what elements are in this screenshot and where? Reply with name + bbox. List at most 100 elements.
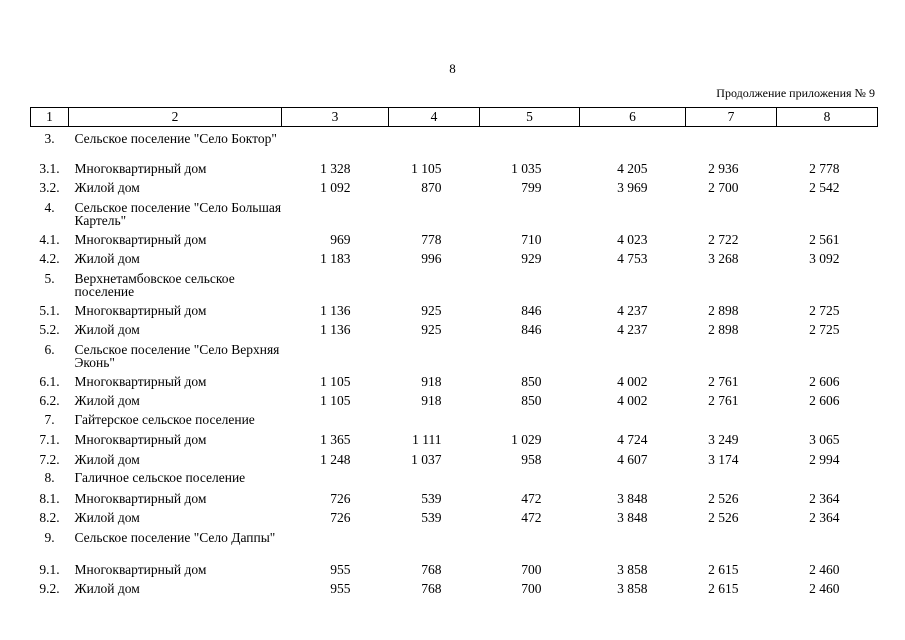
empty-cell <box>777 269 878 301</box>
row-number: 4.2. <box>39 251 60 266</box>
empty-cell <box>389 528 480 560</box>
row-number: 6. <box>44 341 55 357</box>
value-cell: 2 526 <box>708 510 739 525</box>
value-cell: 1 136 <box>320 302 351 318</box>
value-cell: 3 858 <box>617 581 648 596</box>
empty-cell <box>686 198 777 230</box>
table-row: 6.1. Многоквартирный дом 1 105 918 850 4 002 2… <box>31 372 878 392</box>
column-header: 4 <box>388 107 480 127</box>
empty-cell <box>580 198 686 230</box>
column-header: 3 <box>281 107 389 127</box>
housing-type: Жилой дом <box>74 393 140 408</box>
settlement-name: Верхнетамбовское сельское поселение <box>74 270 235 299</box>
empty-cell <box>282 340 389 372</box>
column-number-row: 1 2 3 4 5 6 7 8 <box>30 107 878 127</box>
row-number: 5. <box>44 270 55 286</box>
value-cell: 1 105 <box>320 373 351 389</box>
value-cell: 1 037 <box>411 451 442 467</box>
housing-type: Многоквартирный дом <box>74 160 207 176</box>
value-cell: 2 606 <box>809 373 840 389</box>
value-cell: 2 615 <box>708 561 739 577</box>
column-header: 2 <box>68 107 282 127</box>
appendix-continuation-label: Продолжение приложения № 9 <box>716 86 875 100</box>
column-header: 6 <box>579 107 686 127</box>
value-cell: 799 <box>521 180 542 195</box>
value-cell: 2 526 <box>708 490 739 506</box>
section-row: 9. Сельское поселение "Село Даппы" <box>31 528 878 560</box>
empty-cell <box>580 528 686 560</box>
row-number: 4.1. <box>39 231 60 247</box>
value-cell: 2 460 <box>809 581 840 596</box>
section-row: 3. Сельское поселение "Село Боктор" <box>31 127 878 159</box>
row-number: 7.1. <box>39 432 60 447</box>
row-number: 3.2. <box>39 180 60 195</box>
empty-cell <box>389 269 480 301</box>
row-number: 9.2. <box>39 581 60 596</box>
table-row: 8.2. Жилой дом 726 539 472 3 848 2 526 2 364 <box>31 508 878 528</box>
section-row: 5. Верхнетамбовское сельское поселение <box>31 269 878 301</box>
empty-cell <box>580 127 686 159</box>
value-cell: 4 753 <box>617 251 648 266</box>
table-body: 3. Сельское поселение "Село Боктор" 3.1. Мн… <box>31 127 878 599</box>
row-number: 3.1. <box>39 160 60 176</box>
value-cell: 925 <box>421 322 442 337</box>
value-cell: 4 724 <box>617 432 648 447</box>
value-cell: 3 065 <box>809 432 840 447</box>
empty-cell <box>580 340 686 372</box>
value-cell: 2 761 <box>708 373 739 389</box>
empty-cell <box>686 269 777 301</box>
value-cell: 539 <box>421 490 442 506</box>
empty-cell <box>686 469 777 489</box>
value-cell: 1 136 <box>320 322 351 337</box>
empty-cell <box>389 127 480 159</box>
value-cell: 846 <box>521 302 542 318</box>
value-cell: 4 237 <box>617 322 648 337</box>
empty-cell <box>282 269 389 301</box>
table-row: 6.2. Жилой дом 1 105 918 850 4 002 2 761 2 606 <box>31 391 878 411</box>
housing-type: Многоквартирный дом <box>74 231 207 247</box>
section-row: 8. Галичное сельское поселение <box>31 469 878 489</box>
empty-cell <box>282 528 389 560</box>
value-cell: 996 <box>421 251 442 266</box>
value-cell: 4 237 <box>617 302 648 318</box>
empty-cell <box>389 198 480 230</box>
empty-cell <box>686 340 777 372</box>
column-header: 5 <box>479 107 580 127</box>
value-cell: 2 898 <box>708 322 739 337</box>
value-cell: 2 615 <box>708 581 739 596</box>
value-cell: 2 994 <box>809 451 840 467</box>
row-number: 3. <box>44 131 55 146</box>
empty-cell <box>480 411 580 431</box>
value-cell: 3 848 <box>617 490 648 506</box>
row-number: 6.1. <box>39 373 60 389</box>
empty-cell <box>282 198 389 230</box>
value-cell: 3 092 <box>809 251 840 266</box>
value-cell: 1 029 <box>511 432 542 447</box>
housing-type: Многоквартирный дом <box>74 373 207 389</box>
empty-cell <box>480 469 580 489</box>
table-header: 1 2 3 4 5 6 7 8 <box>30 107 878 127</box>
value-cell: 1 092 <box>320 180 351 195</box>
empty-cell <box>777 340 878 372</box>
value-cell: 472 <box>521 510 542 525</box>
empty-cell <box>282 469 389 489</box>
value-cell: 2 364 <box>809 490 840 506</box>
value-cell: 4 023 <box>617 231 648 247</box>
value-cell: 1 248 <box>320 451 351 467</box>
row-number: 8.2. <box>39 510 60 525</box>
section-row: 7. Гайтерское сельское поселение <box>31 411 878 431</box>
section-row: 6. Сельское поселение "Село Верхняя Эконь… <box>31 340 878 372</box>
empty-cell <box>686 528 777 560</box>
housing-type: Жилой дом <box>74 451 140 467</box>
empty-cell <box>389 411 480 431</box>
value-cell: 778 <box>421 231 442 247</box>
empty-cell <box>480 127 580 159</box>
housing-type: Жилой дом <box>74 510 140 525</box>
value-cell: 2 700 <box>708 180 739 195</box>
row-number: 4. <box>44 199 55 215</box>
value-cell: 4 607 <box>617 451 648 467</box>
row-number: 8. <box>44 470 55 485</box>
value-cell: 2 725 <box>809 322 840 337</box>
settlement-name: Гайтерское сельское поселение <box>74 411 255 427</box>
housing-type: Жилой дом <box>74 180 140 195</box>
